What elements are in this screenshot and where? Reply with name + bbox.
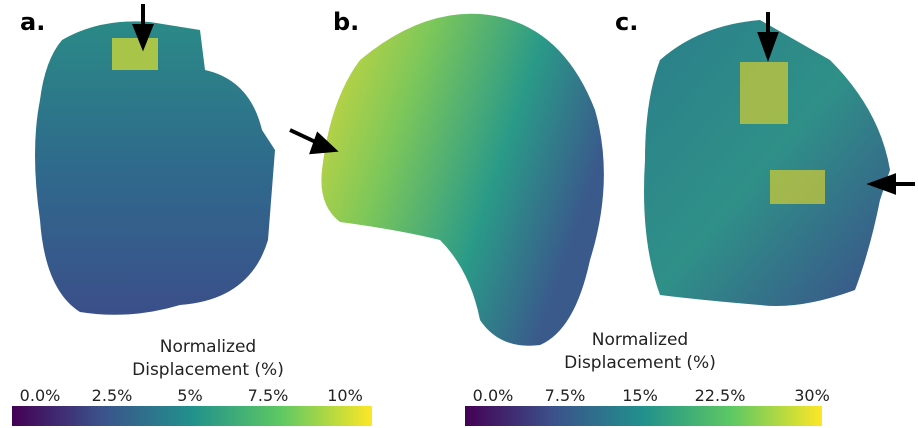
arrow [132,4,154,52]
colorbar [465,406,822,426]
colorbar-title: Displacement (%) [132,360,284,380]
colorbar-title: Displacement (%) [564,353,716,373]
arrow [757,12,779,62]
colorbar-title: Normalized [160,337,256,357]
highlight [112,38,158,70]
colorbar-tick-label: 2.5% [92,386,133,405]
colorbar-tick-label: 22.5% [695,386,746,405]
colorbar-tick-label: 7.5% [248,386,289,405]
liver-render-a [35,21,275,315]
panel-label: b. [333,8,359,36]
colorbar [12,406,372,426]
colorbar-tick-label: 5% [177,386,202,405]
panel-label: c. [615,8,638,36]
arrow [289,128,339,155]
colorbar-tick-label: 0.0% [473,386,514,405]
arrow [866,173,915,195]
colorbar-tick-label: 15% [622,386,658,405]
colorbar-tick-label: 30% [794,386,830,405]
liver-render-b [321,13,604,346]
colorbar-tick-label: 0.0% [20,386,61,405]
colorbar-tick-label: 10% [327,386,363,405]
liver-render-c [644,20,890,306]
colorbar-tick-label: 7.5% [545,386,586,405]
highlight [740,62,788,124]
highlight [770,170,825,204]
colorbar-title: Normalized [592,330,688,350]
panel-label: a. [20,8,45,36]
